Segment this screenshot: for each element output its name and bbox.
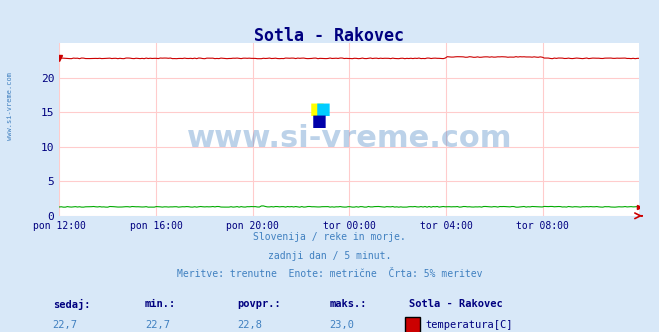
Text: maks.:: maks.: [330,299,367,309]
Text: povpr.:: povpr.: [237,299,281,309]
Text: ▪: ▪ [315,97,331,121]
Text: www.si-vreme.com: www.si-vreme.com [7,72,13,140]
Text: www.si-vreme.com: www.si-vreme.com [186,124,512,153]
Text: temperatura[C]: temperatura[C] [425,320,513,330]
Text: ▪: ▪ [310,109,328,133]
Text: Sotla - Rakovec: Sotla - Rakovec [409,299,502,309]
Text: Slovenija / reke in morje.: Slovenija / reke in morje. [253,232,406,242]
Text: 23,0: 23,0 [330,320,355,330]
Text: min.:: min.: [145,299,176,309]
Text: Sotla - Rakovec: Sotla - Rakovec [254,27,405,44]
Text: sedaj:: sedaj: [53,299,90,310]
Text: ▪: ▪ [309,97,326,121]
Text: Meritve: trenutne  Enote: metrične  Črta: 5% meritev: Meritve: trenutne Enote: metrične Črta: … [177,269,482,279]
Text: 22,7: 22,7 [53,320,78,330]
Text: zadnji dan / 5 minut.: zadnji dan / 5 minut. [268,251,391,261]
Text: 22,8: 22,8 [237,320,262,330]
Text: 22,7: 22,7 [145,320,170,330]
